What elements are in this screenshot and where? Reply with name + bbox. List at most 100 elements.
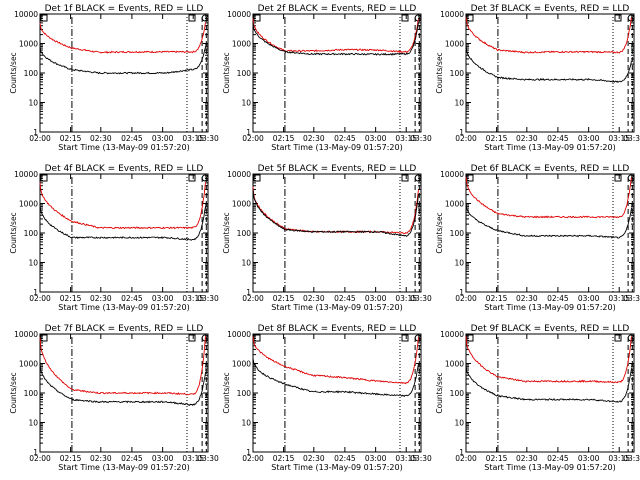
marker-box [188, 334, 196, 342]
x-tick-label: 03:15 [608, 454, 630, 463]
marker-circle [414, 174, 422, 182]
x-tick-label: 02:00 [29, 294, 51, 303]
x-tick-label: 02:45 [547, 134, 569, 143]
lld-series-line [465, 176, 632, 219]
x-tick-label: 03:15 [608, 294, 630, 303]
marker-box [466, 334, 474, 342]
y-tick-label: 1000 [445, 360, 464, 369]
y-axis-title: Counts/sec [9, 52, 18, 93]
x-tick-label: 03:30 [410, 294, 432, 303]
y-tick-label: 10000 [227, 170, 251, 179]
events-series-line [252, 189, 419, 238]
marker-circle [201, 14, 209, 22]
y-tick-label: 1000 [232, 40, 251, 49]
y-tick-label: 1000 [19, 200, 38, 209]
x-tick-label: 03:30 [410, 454, 432, 463]
events-series-line [39, 46, 206, 75]
x-tick-label: 02:30 [303, 134, 325, 143]
marker-box [466, 14, 474, 22]
panel-title: Det 5f BLACK = Events, RED = LLD [258, 164, 417, 174]
x-tick-label: 03:00 [152, 134, 174, 143]
marker-box [40, 174, 48, 182]
marker-circle [201, 174, 209, 182]
y-tick-label: 10 [454, 419, 464, 428]
x-tick-label: 03:00 [365, 454, 387, 463]
marker-box [40, 334, 48, 342]
lld-series-line [252, 336, 419, 385]
marker-box [253, 334, 261, 342]
x-tick-label: 02:00 [455, 454, 477, 463]
x-tick-label: 02:00 [29, 134, 51, 143]
x-tick-label: 03:15 [182, 134, 204, 143]
panel-title: Det 4f BLACK = Events, RED = LLD [45, 164, 204, 174]
x-axis-title: Start Time (13-May-09 01:57:20) [58, 303, 189, 312]
y-axis-title: Counts/sec [222, 372, 231, 413]
x-axis-title: Start Time (13-May-09 01:57:20) [271, 303, 402, 312]
y-tick-label: 1 [459, 288, 464, 297]
x-tick-label: 02:45 [121, 134, 143, 143]
y-tick-label: 1 [33, 448, 38, 457]
y-tick-label: 1000 [232, 360, 251, 369]
x-tick-label: 03:30 [623, 454, 640, 463]
marker-box [614, 334, 622, 342]
x-tick-label: 02:30 [516, 454, 538, 463]
y-tick-label: 10 [241, 99, 251, 108]
x-tick-label: 02:45 [121, 294, 143, 303]
y-tick-label: 1 [459, 448, 464, 457]
y-tick-label: 10000 [14, 170, 38, 179]
x-tick-label: 03:00 [578, 134, 600, 143]
lld-series-line [252, 186, 419, 235]
x-tick-label: 03:15 [395, 134, 417, 143]
panel-title: Det 8f BLACK = Events, RED = LLD [258, 324, 417, 334]
x-tick-label: 02:45 [334, 134, 356, 143]
y-tick-label: 1 [246, 128, 251, 137]
y-tick-label: 100 [450, 389, 465, 398]
y-tick-label: 100 [237, 389, 252, 398]
y-tick-label: 1 [459, 128, 464, 137]
x-tick-label: 03:15 [395, 294, 417, 303]
panel-title: Det 9f BLACK = Events, RED = LLD [471, 324, 630, 334]
y-tick-label: 100 [24, 69, 39, 78]
y-tick-label: 10 [241, 259, 251, 268]
x-tick-label: 02:15 [486, 454, 508, 463]
x-tick-label: 03:00 [578, 454, 600, 463]
x-tick-label: 02:15 [486, 134, 508, 143]
y-tick-label: 10 [241, 419, 251, 428]
x-tick-label: 02:15 [60, 294, 82, 303]
x-axis-title: Start Time (13-May-09 01:57:20) [58, 463, 189, 472]
marker-box [614, 174, 622, 182]
x-tick-label: 02:45 [334, 454, 356, 463]
panel-det-5: Det 5f BLACK = Events, RED = LLD 1 10 100 10… [222, 164, 432, 312]
x-tick-label: 02:45 [547, 294, 569, 303]
x-axis-title: Start Time (13-May-09 01:57:20) [484, 303, 615, 312]
y-tick-label: 10 [28, 419, 38, 428]
lld-series-line [39, 22, 206, 54]
x-tick-label: 03:00 [152, 454, 174, 463]
x-tick-label: 02:00 [242, 294, 264, 303]
marker-box [466, 174, 474, 182]
x-tick-label: 02:00 [242, 134, 264, 143]
marker-box [614, 14, 622, 22]
x-tick-label: 03:30 [197, 134, 219, 143]
x-tick-label: 03:00 [365, 134, 387, 143]
y-tick-label: 10000 [440, 170, 464, 179]
panel-title: Det 7f BLACK = Events, RED = LLD [45, 324, 204, 334]
x-tick-label: 02:30 [90, 294, 112, 303]
panel-det-1: Det 1f BLACK = Events, RED = LLD 1 10 100 10… [9, 4, 219, 152]
plot-frame [252, 333, 422, 453]
x-tick-label: 03:30 [623, 294, 640, 303]
panel-det-2: Det 2f BLACK = Events, RED = LLD 1 10 100 10… [222, 4, 432, 152]
events-series-line [465, 202, 632, 239]
y-axis-title: Counts/sec [435, 372, 444, 413]
x-tick-label: 03:15 [182, 454, 204, 463]
panel-title: Det 2f BLACK = Events, RED = LLD [258, 4, 417, 14]
y-tick-label: 1000 [232, 200, 251, 209]
y-tick-label: 10000 [227, 330, 251, 339]
y-axis-title: Counts/sec [222, 212, 231, 253]
marker-box [253, 174, 261, 182]
y-tick-label: 100 [24, 229, 39, 238]
x-tick-label: 03:00 [152, 294, 174, 303]
lld-series-line [465, 336, 632, 384]
x-tick-label: 02:30 [303, 294, 325, 303]
x-axis-title: Start Time (13-May-09 01:57:20) [271, 463, 402, 472]
